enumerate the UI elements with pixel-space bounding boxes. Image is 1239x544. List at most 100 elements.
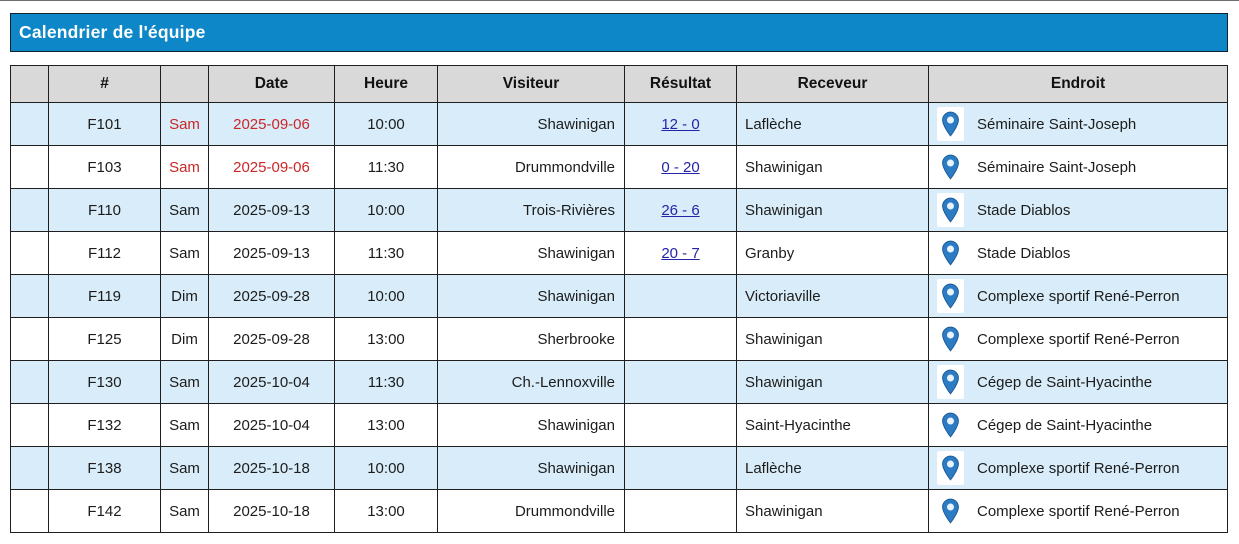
table-row: F110 Sam 2025-09-13 10:00 Trois-Rivières… (10, 188, 1228, 232)
day-cell: Sam (160, 360, 209, 404)
result-link[interactable]: 0 - 20 (661, 158, 700, 176)
visitor-cell: Ch.-Lennoxville (437, 360, 625, 404)
visitor-cell: Sherbrooke (437, 317, 625, 361)
day-cell: Sam (160, 403, 209, 447)
row-blank-cell (10, 317, 49, 361)
table-row: F103 Sam 2025-09-06 11:30 Drummondville … (10, 145, 1228, 189)
day-cell: Sam (160, 188, 209, 232)
map-pin-icon[interactable] (937, 150, 964, 184)
table-row: F142 Sam 2025-10-18 13:00 Drummondville … (10, 489, 1228, 533)
date-cell: 2025-09-13 (208, 231, 335, 275)
visitor-cell: Drummondville (437, 145, 625, 189)
header-venue: Endroit (928, 65, 1228, 103)
receiver-cell: Shawinigan (736, 145, 929, 189)
map-pin-icon[interactable] (937, 322, 964, 356)
time-cell: 11:30 (334, 231, 438, 275)
result-cell: 0 - 20 (624, 145, 737, 189)
venue-cell: Complexe sportif René-Perron (928, 446, 1228, 490)
visitor-cell: Shawinigan (437, 446, 625, 490)
map-pin-icon[interactable] (937, 408, 964, 442)
map-pin-icon[interactable] (937, 236, 964, 270)
venue-label: Stade Diablos (977, 201, 1071, 219)
result-cell (624, 317, 737, 361)
venue-cell: Complexe sportif René-Perron (928, 489, 1228, 533)
result-cell: 12 - 0 (624, 102, 737, 146)
date-cell: 2025-10-04 (208, 403, 335, 447)
venue-cell: Cégep de Saint-Hyacinthe (928, 403, 1228, 447)
venue-label: Cégep de Saint-Hyacinthe (977, 416, 1153, 434)
result-link[interactable]: 26 - 6 (661, 201, 700, 219)
result-link[interactable]: 12 - 0 (661, 115, 700, 133)
table-row: F119 Dim 2025-09-28 10:00 Shawinigan Vic… (10, 274, 1228, 318)
table-row: F112 Sam 2025-09-13 11:30 Shawinigan 20 … (10, 231, 1228, 275)
header-visitor: Visiteur (437, 65, 625, 103)
result-cell (624, 360, 737, 404)
venue-label: Séminaire Saint-Joseph (977, 115, 1137, 133)
row-blank-cell (10, 102, 49, 146)
result-link[interactable]: 20 - 7 (661, 244, 700, 262)
game-number-cell: F138 (48, 446, 161, 490)
map-pin-icon[interactable] (937, 451, 964, 485)
time-cell: 10:00 (334, 446, 438, 490)
table-row: F132 Sam 2025-10-04 13:00 Shawinigan Sai… (10, 403, 1228, 447)
date-cell: 2025-09-13 (208, 188, 335, 232)
venue-label: Complexe sportif René-Perron (977, 330, 1180, 348)
time-cell: 13:00 (334, 317, 438, 361)
venue-cell: Stade Diablos (928, 231, 1228, 275)
header-blank-2 (160, 65, 209, 103)
table-row: F125 Dim 2025-09-28 13:00 Sherbrooke Sha… (10, 317, 1228, 361)
result-cell (624, 446, 737, 490)
page-title: Calendrier de l'équipe (19, 22, 206, 42)
receiver-cell: Shawinigan (736, 360, 929, 404)
header-result: Résultat (624, 65, 737, 103)
receiver-cell: Shawinigan (736, 317, 929, 361)
venue-label: Complexe sportif René-Perron (977, 459, 1180, 477)
row-blank-cell (10, 446, 49, 490)
venue-cell: Stade Diablos (928, 188, 1228, 232)
schedule-table: # Date Heure Visiteur Résultat Receveur … (10, 65, 1228, 533)
receiver-cell: Granby (736, 231, 929, 275)
header-game-number: # (48, 65, 161, 103)
game-number-cell: F112 (48, 231, 161, 275)
game-number-cell: F103 (48, 145, 161, 189)
row-blank-cell (10, 145, 49, 189)
header-time: Heure (334, 65, 438, 103)
result-cell (624, 489, 737, 533)
venue-label: Cégep de Saint-Hyacinthe (977, 373, 1153, 391)
time-cell: 13:00 (334, 489, 438, 533)
row-blank-cell (10, 274, 49, 318)
row-blank-cell (10, 360, 49, 404)
day-cell: Sam (160, 446, 209, 490)
row-blank-cell (10, 188, 49, 232)
game-number-cell: F125 (48, 317, 161, 361)
map-pin-icon[interactable] (937, 193, 964, 227)
venue-cell: Cégep de Saint-Hyacinthe (928, 360, 1228, 404)
header-date: Date (208, 65, 335, 103)
receiver-cell: Laflèche (736, 446, 929, 490)
day-cell: Dim (160, 317, 209, 361)
row-blank-cell (10, 403, 49, 447)
result-cell (624, 274, 737, 318)
time-cell: 10:00 (334, 102, 438, 146)
game-number-cell: F101 (48, 102, 161, 146)
venue-cell: Séminaire Saint-Joseph (928, 145, 1228, 189)
map-pin-icon[interactable] (937, 494, 964, 528)
game-number-cell: F119 (48, 274, 161, 318)
time-cell: 10:00 (334, 274, 438, 318)
result-cell (624, 403, 737, 447)
visitor-cell: Shawinigan (437, 274, 625, 318)
header-receiver: Receveur (736, 65, 929, 103)
result-cell: 20 - 7 (624, 231, 737, 275)
receiver-cell: Shawinigan (736, 489, 929, 533)
map-pin-icon[interactable] (937, 107, 964, 141)
visitor-cell: Shawinigan (437, 231, 625, 275)
day-cell: Dim (160, 274, 209, 318)
receiver-cell: Victoriaville (736, 274, 929, 318)
table-row: F130 Sam 2025-10-04 11:30 Ch.-Lennoxvill… (10, 360, 1228, 404)
map-pin-icon[interactable] (937, 279, 964, 313)
time-cell: 11:30 (334, 360, 438, 404)
venue-label: Complexe sportif René-Perron (977, 502, 1180, 520)
map-pin-icon[interactable] (937, 365, 964, 399)
game-number-cell: F110 (48, 188, 161, 232)
date-cell: 2025-10-18 (208, 446, 335, 490)
